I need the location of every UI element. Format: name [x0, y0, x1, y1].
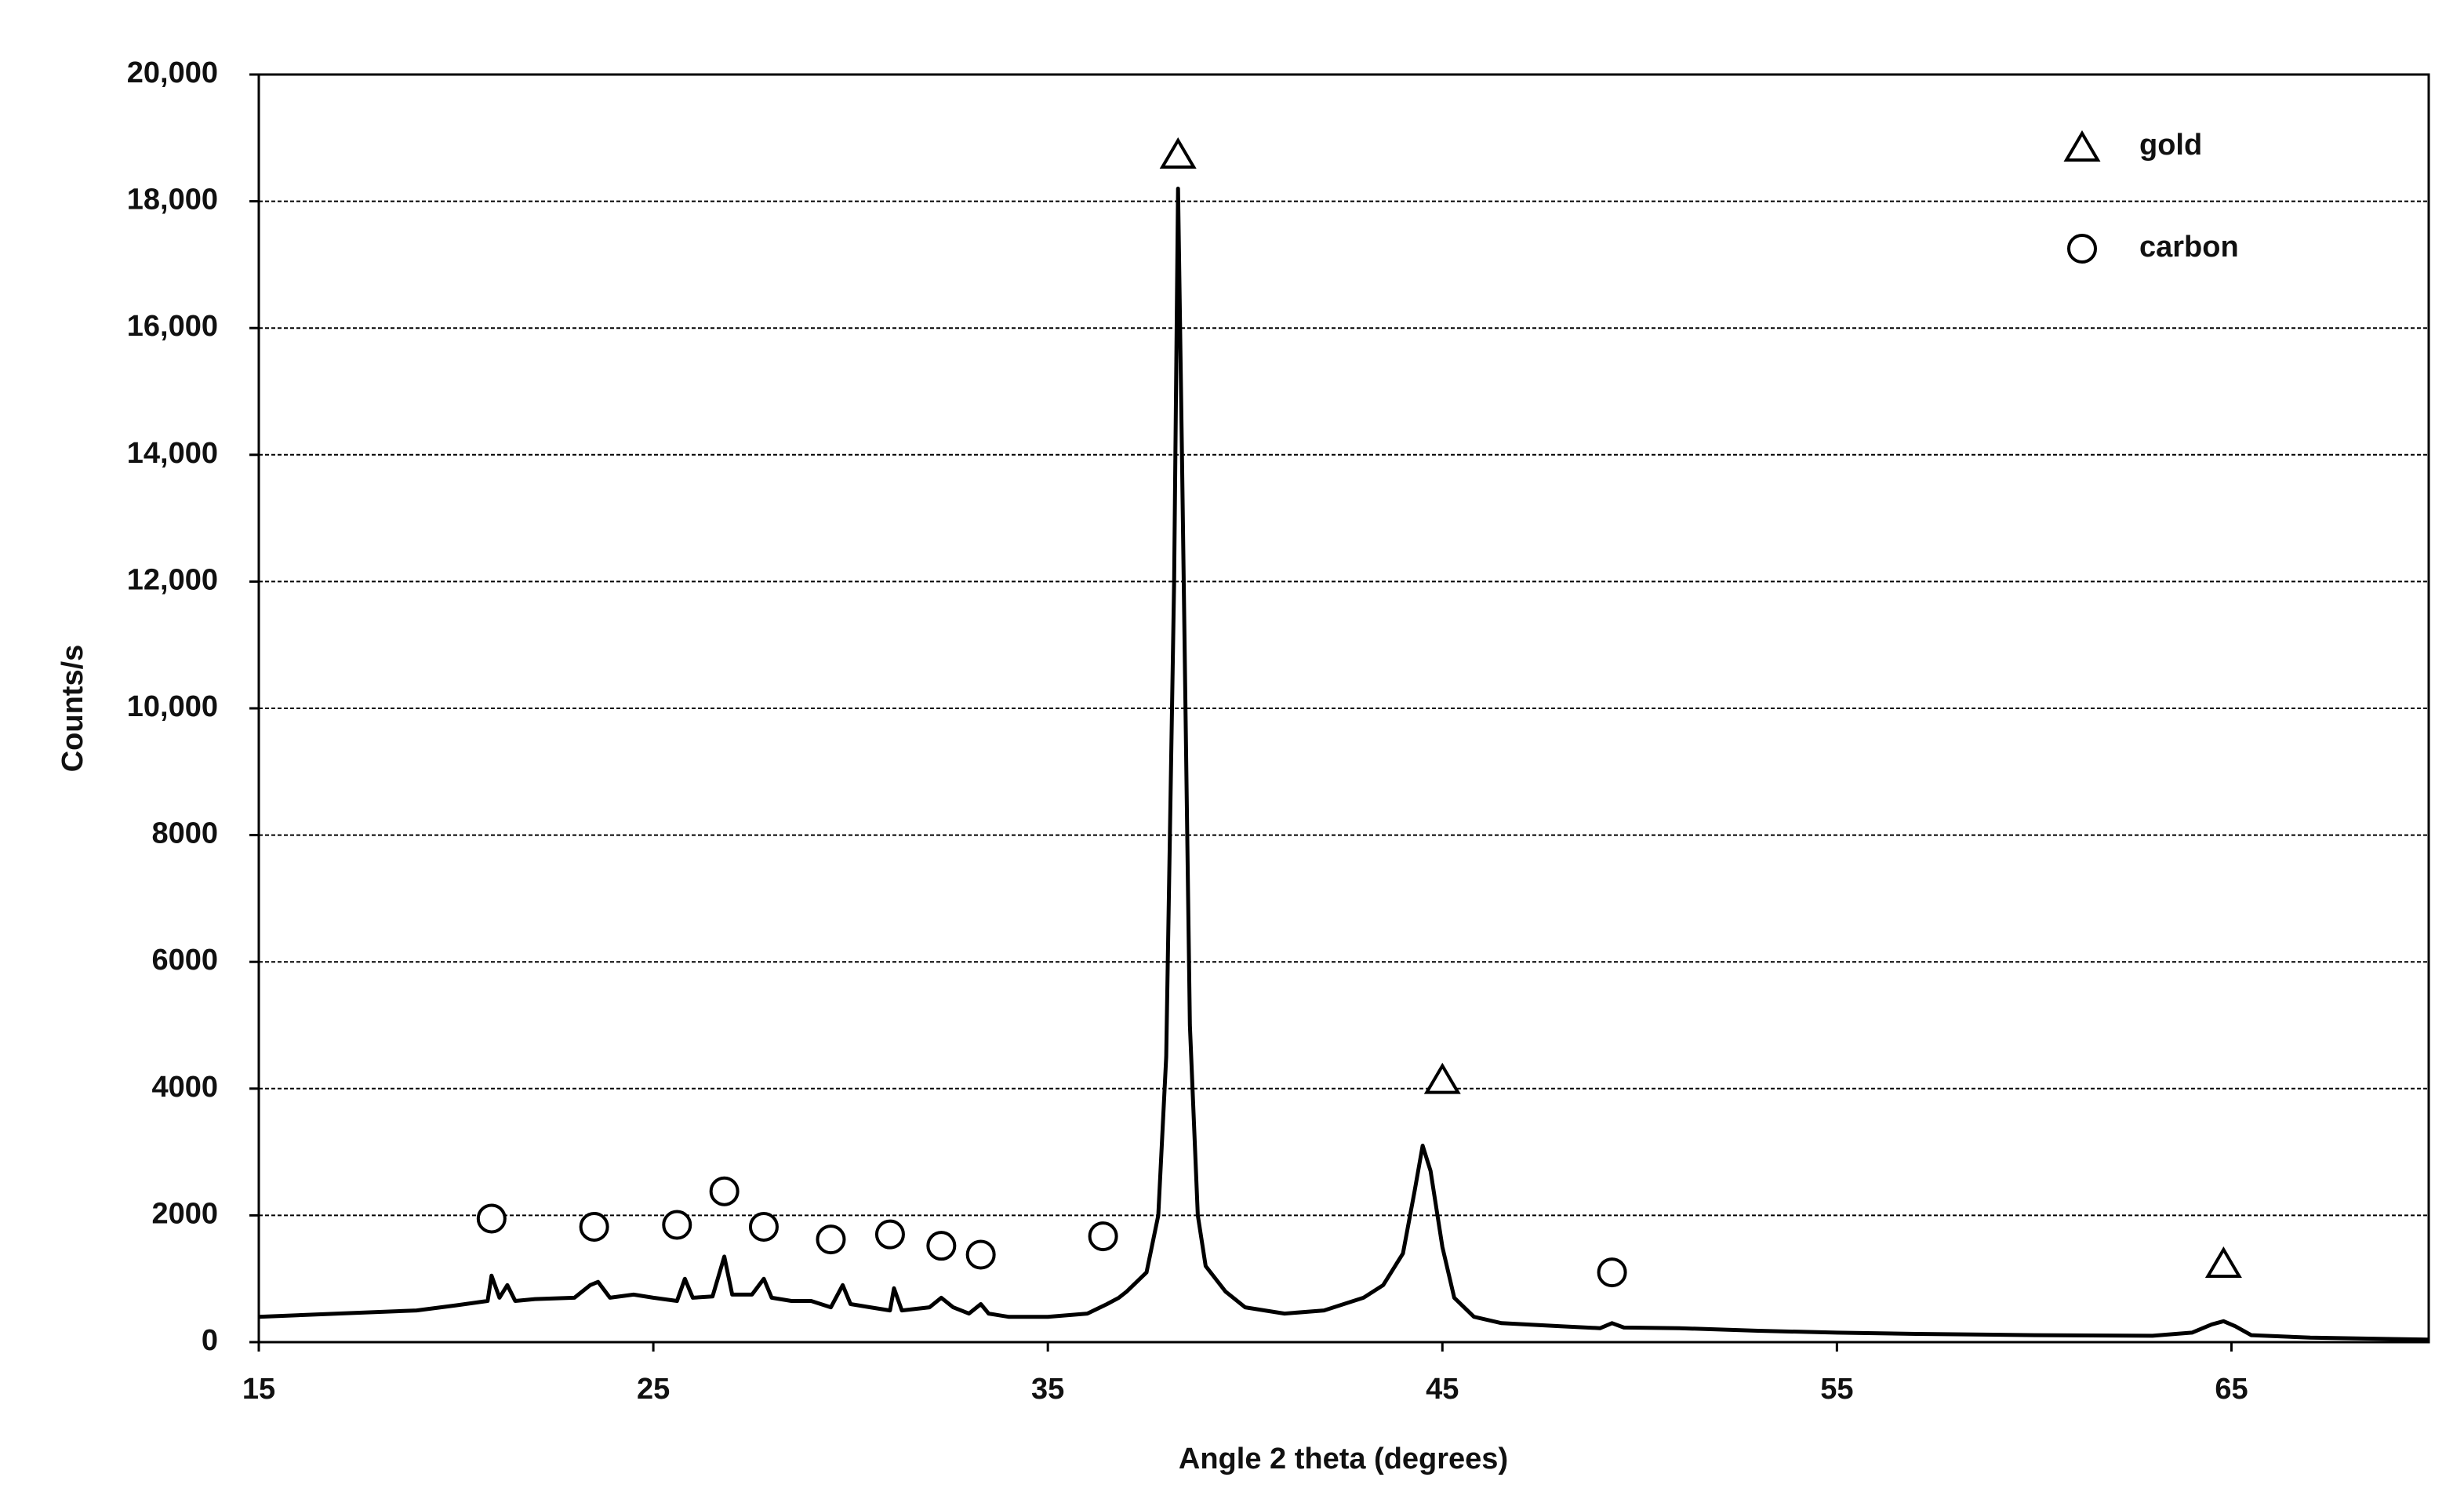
- marker-circle: [926, 1231, 957, 1261]
- x-axis-label: Angle 2 theta (degrees): [1179, 1443, 1508, 1475]
- marker-triangle: [1423, 1062, 1461, 1094]
- y-tick-label: 6000: [151, 944, 218, 977]
- marker-circle: [709, 1176, 740, 1206]
- y-axis-label: Counts/s: [56, 645, 89, 773]
- plot-frame: [257, 73, 2430, 1344]
- marker-circle: [874, 1219, 905, 1250]
- y-tick-label: 20,000: [127, 56, 218, 89]
- marker-circle: [662, 1210, 692, 1240]
- y-tick-label: 10,000: [127, 690, 218, 723]
- legend-label: carbon: [2139, 231, 2239, 264]
- y-tick-label: 12,000: [127, 563, 218, 596]
- x-tick-label: 65: [2215, 1373, 2248, 1406]
- x-tick-label: 35: [1031, 1373, 1064, 1406]
- marker-circle: [579, 1211, 609, 1242]
- data-line: [258, 186, 2429, 1342]
- y-tick-label: 16,000: [127, 310, 218, 343]
- y-tick-label: 8000: [151, 817, 218, 850]
- marker-circle: [476, 1203, 507, 1234]
- marker-triangle: [2204, 1246, 2242, 1278]
- x-tick-label: 55: [1820, 1373, 1853, 1406]
- x-tick-label: 15: [242, 1373, 275, 1406]
- y-tick-label: 14,000: [127, 437, 218, 470]
- y-tick-label: 0: [202, 1324, 218, 1357]
- y-tick-label: 4000: [151, 1071, 218, 1104]
- marker-circle: [1597, 1257, 1627, 1288]
- marker-triangle: [2063, 130, 2101, 162]
- marker-circle: [816, 1224, 846, 1255]
- marker-triangle: [1159, 137, 1197, 169]
- y-tick-label: 18,000: [127, 184, 218, 216]
- marker-circle: [748, 1211, 779, 1242]
- x-tick-label: 25: [637, 1373, 670, 1406]
- marker-circle: [2067, 234, 2097, 264]
- marker-circle: [965, 1239, 996, 1270]
- y-tick-label: 2000: [151, 1197, 218, 1230]
- legend-label: gold: [2139, 129, 2202, 162]
- marker-circle: [1088, 1221, 1118, 1252]
- x-tick-label: 45: [1426, 1373, 1459, 1406]
